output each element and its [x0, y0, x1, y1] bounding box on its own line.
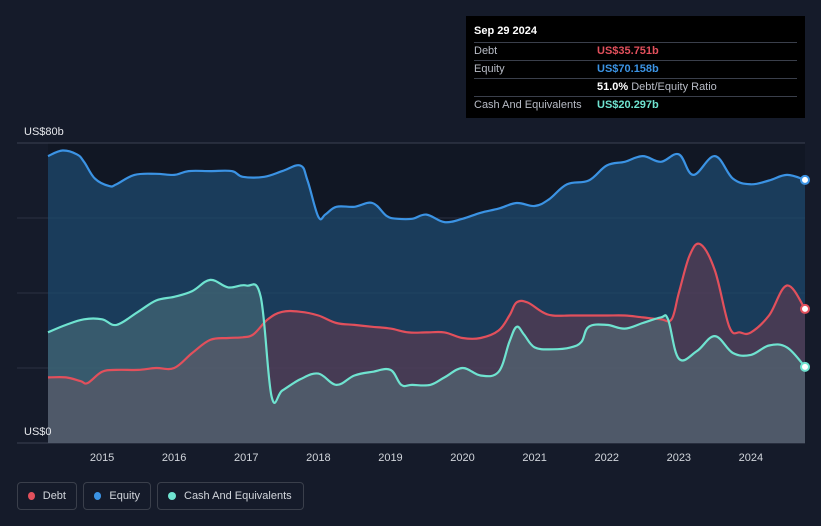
y-axis-max-label: US$80b: [24, 126, 64, 138]
tooltip-label: Cash And Equivalents: [474, 99, 582, 111]
x-tick-label: 2022: [594, 452, 618, 464]
tooltip-value-ratio: 51.0%: [597, 81, 629, 93]
legend-label: Debt: [42, 490, 66, 502]
legend-item-equity[interactable]: Equity: [83, 482, 151, 510]
tooltip-row-equity: Equity US$70.158b: [474, 60, 797, 78]
tooltip-label: Equity: [474, 63, 505, 75]
y-axis-min-label: US$0: [24, 426, 52, 438]
tooltip-label: Debt: [474, 45, 498, 57]
legend-item-cash[interactable]: Cash And Equivalents: [157, 482, 304, 510]
legend-item-debt[interactable]: Debt: [17, 482, 77, 510]
tooltip-value-cash: US$20.297b: [597, 99, 659, 111]
debt-line: [47, 242, 806, 385]
x-tick-label: 2016: [162, 452, 186, 464]
x-tick-label: 2021: [522, 452, 546, 464]
chart-tooltip: Sep 29 2024 Debt US$35.751b Equity US$70…: [466, 16, 805, 118]
legend-label: Cash And Equivalents: [184, 490, 292, 502]
tooltip-ratio-suffix: Debt/Equity Ratio: [631, 81, 717, 93]
equity-line: [47, 149, 806, 224]
debt-endpoint: [800, 303, 810, 314]
tooltip-value-debt: US$35.751b: [597, 45, 659, 57]
equity-endpoint: [800, 174, 810, 185]
tooltip-label: [474, 79, 597, 96]
equity-dot-icon: [94, 492, 102, 500]
x-tick-label: 2019: [378, 452, 402, 464]
x-tick-label: 2023: [667, 452, 691, 464]
x-tick-label: 2020: [450, 452, 474, 464]
cash-and-equivalents-endpoint: [800, 361, 810, 372]
legend-label: Equity: [109, 490, 140, 502]
tooltip-value-equity: US$70.158b: [597, 63, 659, 75]
x-tick-label: 2017: [234, 452, 258, 464]
cash-and-equivalents-area: [48, 279, 805, 443]
cash-dot-icon: [168, 492, 176, 500]
debt-dot-icon: [28, 492, 35, 500]
x-tick-label: 2024: [739, 452, 763, 464]
cash-and-equivalents-line: [47, 278, 806, 404]
x-tick-label: 2015: [90, 452, 114, 464]
tooltip-row-debt: Debt US$35.751b: [474, 42, 797, 60]
tooltip-date: Sep 29 2024: [474, 25, 537, 37]
tooltip-row-ratio: 51.0% Debt/Equity Ratio: [474, 78, 797, 96]
tooltip-row-cash: Cash And Equivalents US$20.297b: [474, 96, 797, 114]
debt-area: [48, 243, 805, 443]
x-tick-label: 2018: [306, 452, 330, 464]
